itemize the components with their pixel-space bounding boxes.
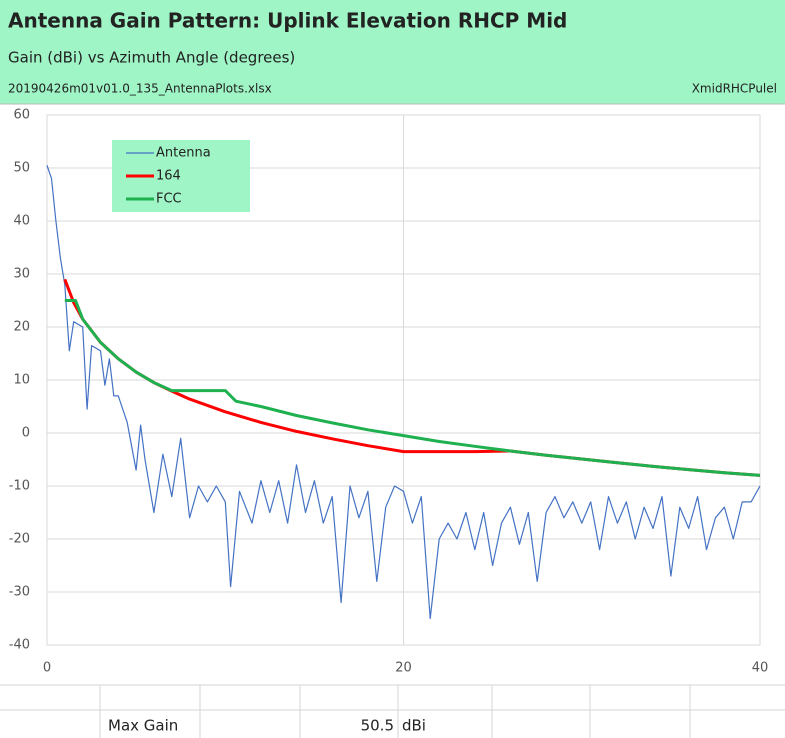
sheet-name: XmidRHCPulel: [692, 82, 777, 96]
y-tick-label: -40: [9, 638, 30, 653]
y-tick-label: -30: [9, 585, 30, 600]
file-name: 20190426m01v01.0_135_AntennaPlots.xlsx: [8, 82, 272, 96]
header-band: [0, 0, 785, 104]
chart-title: Antenna Gain Pattern: Uplink Elevation R…: [8, 9, 567, 33]
plot: -40 -30 -20 -10 0 10 20 30 40 50 60 0 20 40 Antenna 164…: [9, 108, 769, 676]
y-tick-label: -10: [9, 479, 30, 494]
y-tick-label: 60: [13, 108, 30, 123]
x-tick-label: 20: [395, 661, 412, 676]
y-tick-label: 20: [13, 320, 30, 335]
legend-label: Antenna: [156, 146, 211, 161]
y-tick-label: 10: [13, 373, 30, 388]
y-tick-label: 0: [22, 426, 30, 441]
y-tick-label: 50: [13, 161, 30, 176]
y-tick-label: 40: [13, 214, 30, 229]
footer-unit: dBi: [402, 717, 426, 735]
series-line: [46, 165, 761, 620]
legend-label: FCC: [156, 192, 182, 207]
footer-value: 50.5: [361, 717, 394, 735]
y-tick-label: 30: [13, 267, 30, 282]
footer-label: Max Gain: [108, 717, 178, 735]
x-tick-label: 0: [43, 661, 51, 676]
x-tick-label: 40: [752, 661, 769, 676]
series-line: [64, 299, 761, 477]
chart-subtitle: Gain (dBi) vs Azimuth Angle (degrees): [8, 49, 295, 67]
legend-label: 164: [156, 169, 181, 184]
y-tick-label: -20: [9, 532, 30, 547]
cell-grid: [0, 684, 785, 738]
